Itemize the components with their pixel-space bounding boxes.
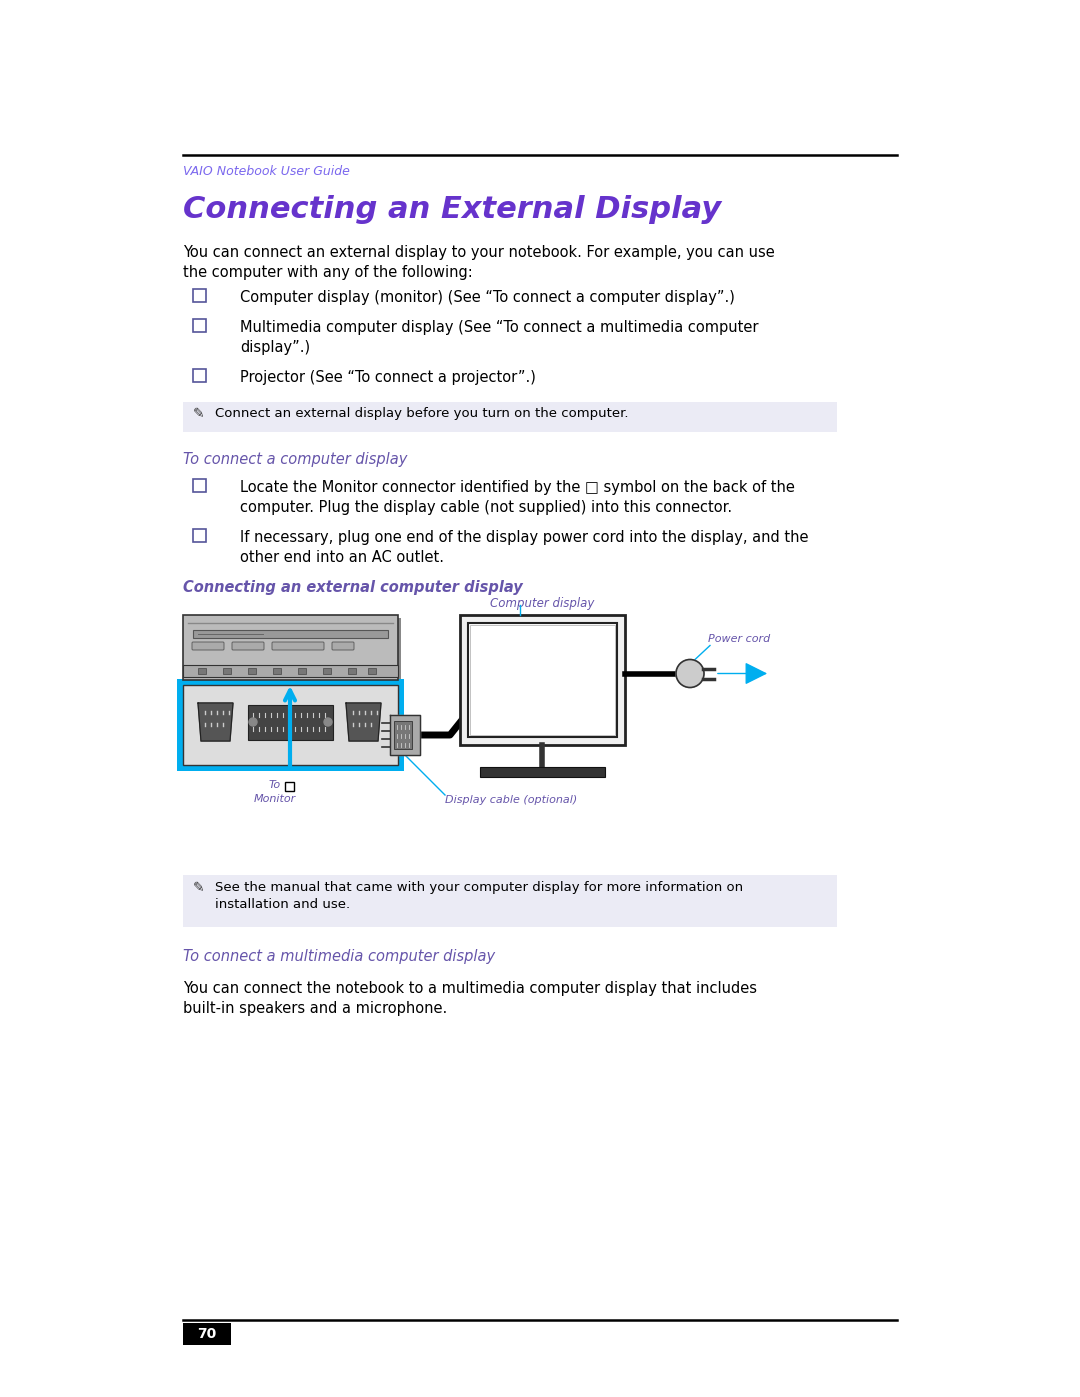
FancyBboxPatch shape [222,668,231,673]
Text: ✎: ✎ [193,407,204,420]
Text: VAIO Notebook User Guide: VAIO Notebook User Guide [183,165,350,177]
Text: Computer display (monitor) (See “To connect a computer display”.): Computer display (monitor) (See “To conn… [240,291,734,305]
FancyBboxPatch shape [198,668,206,673]
FancyBboxPatch shape [272,643,324,650]
FancyBboxPatch shape [323,668,330,673]
FancyBboxPatch shape [273,668,281,673]
Polygon shape [198,703,233,740]
Text: If necessary, plug one end of the display power cord into the display, and the
o: If necessary, plug one end of the displa… [240,529,809,564]
FancyBboxPatch shape [186,617,401,683]
Text: To connect a computer display: To connect a computer display [183,453,407,467]
Text: ✎: ✎ [193,882,204,895]
Polygon shape [346,703,381,740]
Circle shape [249,718,257,726]
FancyBboxPatch shape [460,615,625,745]
Text: You can connect the notebook to a multimedia computer display that includes
buil: You can connect the notebook to a multim… [183,981,757,1017]
FancyBboxPatch shape [177,679,404,771]
FancyBboxPatch shape [348,668,356,673]
FancyBboxPatch shape [298,668,306,673]
FancyBboxPatch shape [192,643,224,650]
FancyBboxPatch shape [332,643,354,650]
FancyBboxPatch shape [183,402,837,432]
FancyBboxPatch shape [394,721,411,749]
FancyBboxPatch shape [193,289,206,302]
FancyBboxPatch shape [480,767,605,777]
FancyBboxPatch shape [193,630,388,638]
Circle shape [324,718,332,726]
Text: See the manual that came with your computer display for more information on
inst: See the manual that came with your compu… [215,882,743,911]
Text: Multimedia computer display (See “To connect a multimedia computer
display”.): Multimedia computer display (See “To con… [240,320,758,355]
Text: Projector (See “To connect a projector”.): Projector (See “To connect a projector”.… [240,370,536,386]
Text: Monitor: Monitor [254,793,296,805]
Circle shape [676,659,704,687]
FancyBboxPatch shape [193,319,206,332]
FancyBboxPatch shape [193,479,206,492]
FancyBboxPatch shape [183,685,399,766]
Text: Connect an external display before you turn on the computer.: Connect an external display before you t… [215,407,629,420]
Text: Connecting an external computer display: Connecting an external computer display [183,580,523,595]
Text: Computer display: Computer display [490,597,594,610]
Text: Connecting an External Display: Connecting an External Display [183,196,721,224]
Text: Display cable (optional): Display cable (optional) [445,795,577,805]
FancyBboxPatch shape [248,705,333,740]
FancyBboxPatch shape [183,875,837,928]
FancyBboxPatch shape [285,782,294,791]
FancyBboxPatch shape [183,1323,231,1345]
FancyBboxPatch shape [232,643,264,650]
Text: To connect a multimedia computer display: To connect a multimedia computer display [183,949,495,964]
FancyBboxPatch shape [183,665,399,678]
FancyBboxPatch shape [468,623,617,738]
Text: 70: 70 [198,1327,217,1341]
FancyBboxPatch shape [193,529,206,542]
FancyBboxPatch shape [183,615,399,680]
FancyBboxPatch shape [193,369,206,381]
Text: To: To [269,780,281,789]
Text: You can connect an external display to your notebook. For example, you can use
t: You can connect an external display to y… [183,244,774,281]
FancyBboxPatch shape [368,668,376,673]
FancyBboxPatch shape [248,668,256,673]
FancyBboxPatch shape [470,624,615,735]
Polygon shape [390,715,420,754]
Circle shape [676,659,704,687]
Text: Locate the Monitor connector identified by the □ symbol on the back of the
compu: Locate the Monitor connector identified … [240,481,795,515]
Text: Power cord: Power cord [708,633,770,644]
